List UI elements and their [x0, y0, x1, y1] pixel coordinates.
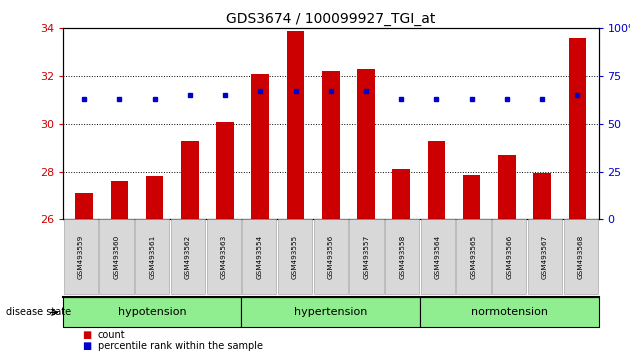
Text: GSM493564: GSM493564 — [435, 234, 441, 279]
Text: GSM493558: GSM493558 — [399, 234, 405, 279]
Text: GSM493567: GSM493567 — [542, 234, 548, 279]
Text: GSM493563: GSM493563 — [220, 234, 227, 279]
Text: GSM493566: GSM493566 — [507, 234, 512, 279]
Bar — [428, 141, 445, 219]
Text: GSM493561: GSM493561 — [149, 234, 155, 279]
Bar — [287, 31, 304, 219]
Text: hypotension: hypotension — [118, 307, 186, 318]
Bar — [568, 38, 586, 219]
Text: GSM493559: GSM493559 — [78, 234, 84, 279]
Bar — [110, 181, 128, 219]
Text: normotension: normotension — [471, 307, 547, 318]
Bar — [534, 173, 551, 219]
Text: GSM493565: GSM493565 — [471, 234, 476, 279]
Text: GSM493556: GSM493556 — [328, 234, 334, 279]
Text: percentile rank within the sample: percentile rank within the sample — [98, 341, 263, 351]
Text: hypertension: hypertension — [294, 307, 367, 318]
Text: GSM493568: GSM493568 — [578, 234, 583, 279]
Text: ■: ■ — [82, 341, 91, 351]
Text: GSM493560: GSM493560 — [113, 234, 120, 279]
Text: GSM493557: GSM493557 — [364, 234, 369, 279]
Bar — [181, 141, 198, 219]
Bar — [76, 193, 93, 219]
Bar — [251, 74, 269, 219]
Bar — [216, 121, 234, 219]
Title: GDS3674 / 100099927_TGI_at: GDS3674 / 100099927_TGI_at — [226, 12, 435, 26]
Bar — [392, 169, 410, 219]
Bar — [322, 71, 340, 219]
Text: disease state: disease state — [6, 307, 71, 318]
Bar — [463, 175, 481, 219]
Text: GSM493562: GSM493562 — [185, 234, 191, 279]
Bar — [146, 176, 163, 219]
Text: count: count — [98, 330, 125, 339]
Text: GSM493555: GSM493555 — [292, 234, 298, 279]
Text: GSM493554: GSM493554 — [256, 234, 262, 279]
Bar — [357, 69, 375, 219]
Text: ■: ■ — [82, 330, 91, 339]
Bar — [498, 155, 516, 219]
